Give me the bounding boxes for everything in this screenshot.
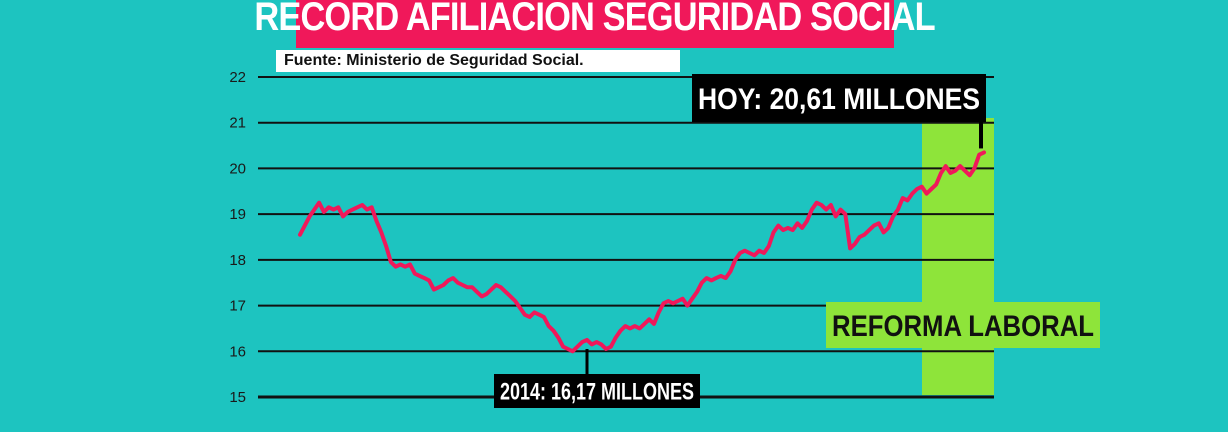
today-annotation: HOY: 20,61 MILLONES	[692, 74, 986, 122]
low-annotation-text: 2014: 16,17 MILLONES	[500, 379, 694, 406]
y-tick-label: 19	[229, 206, 246, 223]
y-tick-label: 18	[229, 252, 246, 269]
y-tick-label: 20	[229, 160, 246, 177]
reform-annotation: REFORMA LABORAL	[826, 302, 1100, 348]
today-annotation-box	[692, 74, 986, 122]
reform-annotation-box	[826, 302, 1100, 348]
reform-highlight-band	[922, 118, 994, 395]
y-tick-label: 21	[229, 115, 246, 132]
low-annotation: 2014: 16,17 MILLONES	[494, 374, 700, 408]
source-banner: Fuente: Ministerio de Seguridad Social.	[276, 50, 680, 72]
series-line	[298, 150, 986, 354]
y-tick-label: 17	[229, 298, 246, 315]
reform-annotation-text: REFORMA LABORAL	[832, 310, 1094, 343]
y-tick-label: 16	[229, 343, 246, 360]
title-banner: RECORD AFILIACION SEGURIDAD SOCIAL	[255, 0, 936, 48]
y-tick-label: 15	[229, 389, 246, 406]
chart-source: Fuente: Ministerio de Seguridad Social.	[284, 52, 584, 69]
low-annotation-box	[494, 374, 700, 408]
y-tick-label: 22	[229, 69, 246, 86]
chart-title: RECORD AFILIACION SEGURIDAD SOCIAL	[254, 0, 936, 39]
today-annotation-text: HOY: 20,61 MILLONES	[698, 83, 980, 116]
